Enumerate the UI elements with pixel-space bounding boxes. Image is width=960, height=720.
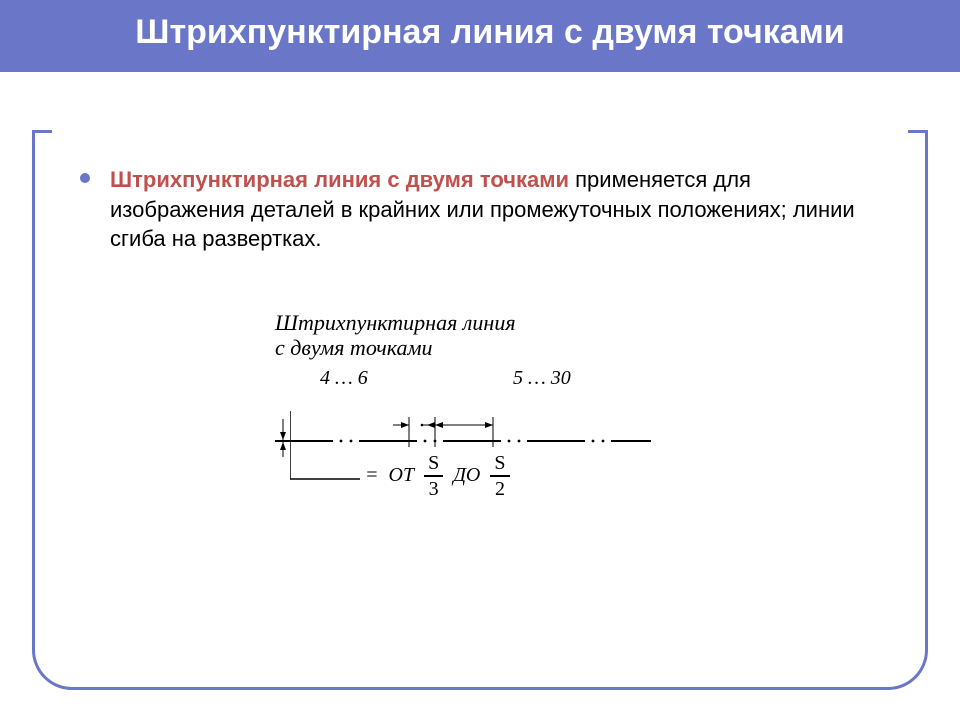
frac1-num: S — [424, 453, 443, 475]
frac2-den: 2 — [491, 477, 509, 499]
from-label: ОТ — [389, 464, 415, 487]
diagram-title-line2: с двумя точками — [275, 335, 433, 360]
slide-title: Штрихпунктирная линия с двумя точками — [135, 13, 844, 51]
emphasis-text: Штрихпунктирная линия с двумя точками — [110, 167, 569, 192]
body-content: Штрихпунктирная линия с двумя точками пр… — [80, 165, 880, 254]
dimension-labels: 4 … 6 5 … 30 — [275, 367, 695, 407]
frac2-num: S — [490, 453, 509, 475]
slide-title-bar: Штрихпунктирная линия с двумя точками — [0, 0, 960, 72]
diagram-title-line1: Штрихпунктирная линия — [275, 310, 516, 335]
body-paragraph: Штрихпунктирная линия с двумя точками пр… — [110, 165, 880, 254]
to-label: ДО — [453, 464, 480, 487]
equals-sign: = — [365, 464, 379, 487]
thickness-formula-row: = ОТ S 3 ДО S 2 — [275, 451, 695, 511]
fraction-1: S 3 — [424, 453, 443, 499]
dash-dimension-label: 5 … 30 — [513, 367, 571, 390]
technical-diagram: Штрихпунктирная линия с двумя точками 4 … — [275, 310, 695, 540]
frac1-den: 3 — [425, 477, 443, 499]
gap-dimension-label: 4 … 6 — [320, 367, 368, 390]
bullet-icon — [80, 173, 90, 183]
bullet-item: Штрихпунктирная линия с двумя точками пр… — [80, 165, 880, 254]
fraction-2: S 2 — [490, 453, 509, 499]
diagram-title: Штрихпунктирная линия с двумя точками — [275, 310, 695, 361]
leader-line-svg — [290, 411, 370, 501]
thickness-formula: = ОТ S 3 ДО S 2 — [365, 453, 510, 499]
